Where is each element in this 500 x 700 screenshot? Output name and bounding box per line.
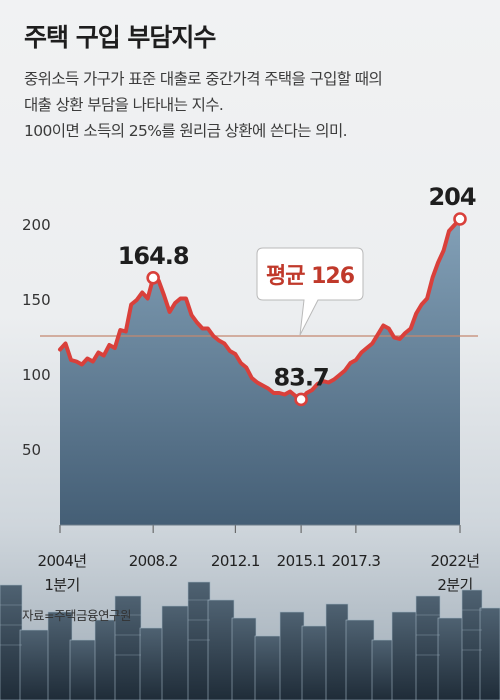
- x-tick-label: 2008.2: [129, 552, 178, 570]
- x-tick-label: 2022년: [431, 552, 480, 570]
- chart-description: 중위소득 가구가 표준 대출로 중간가격 주택을 구입할 때의 대출 상환 부담…: [24, 66, 484, 144]
- x-tick-label: 2분기: [437, 576, 472, 594]
- data-point-marker: [294, 392, 308, 407]
- average-callout: 평균 126: [256, 247, 364, 336]
- x-tick-label: 1분기: [44, 576, 79, 594]
- average-label: 평균 126: [266, 264, 355, 289]
- data-point-marker: [146, 270, 160, 285]
- average-callout-box: [256, 247, 364, 336]
- description-line: 중위소득 가구가 표준 대출로 중간가격 주택을 구입할 때의: [24, 70, 383, 88]
- series-area: [60, 219, 460, 525]
- data-point-marker: [453, 212, 467, 226]
- chart-title: 주택 구입 부담지수: [24, 23, 216, 52]
- x-tick-label: 2017.3: [331, 552, 380, 570]
- x-tick-label: 2015.1: [277, 552, 326, 570]
- data-label: 204: [428, 183, 475, 211]
- data-label: 164.8: [118, 242, 189, 270]
- y-tick-label: 200: [22, 216, 51, 234]
- data-source: 자료=주택금융연구원: [22, 608, 131, 623]
- series-line: [58, 217, 462, 402]
- y-tick-label: 100: [22, 366, 51, 384]
- description-line: 대출 상환 부담을 나타내는 지수.: [24, 96, 224, 114]
- description-line: 100이면 소득의 25%를 원리금 상환에 쓴다는 의미.: [24, 122, 348, 140]
- x-tick-label: 2012.1: [211, 552, 260, 570]
- x-tick-label: 2004년: [38, 552, 87, 570]
- y-tick-label: 150: [22, 291, 51, 309]
- data-label: 83.7: [273, 363, 328, 391]
- y-tick-label: 50: [22, 441, 41, 459]
